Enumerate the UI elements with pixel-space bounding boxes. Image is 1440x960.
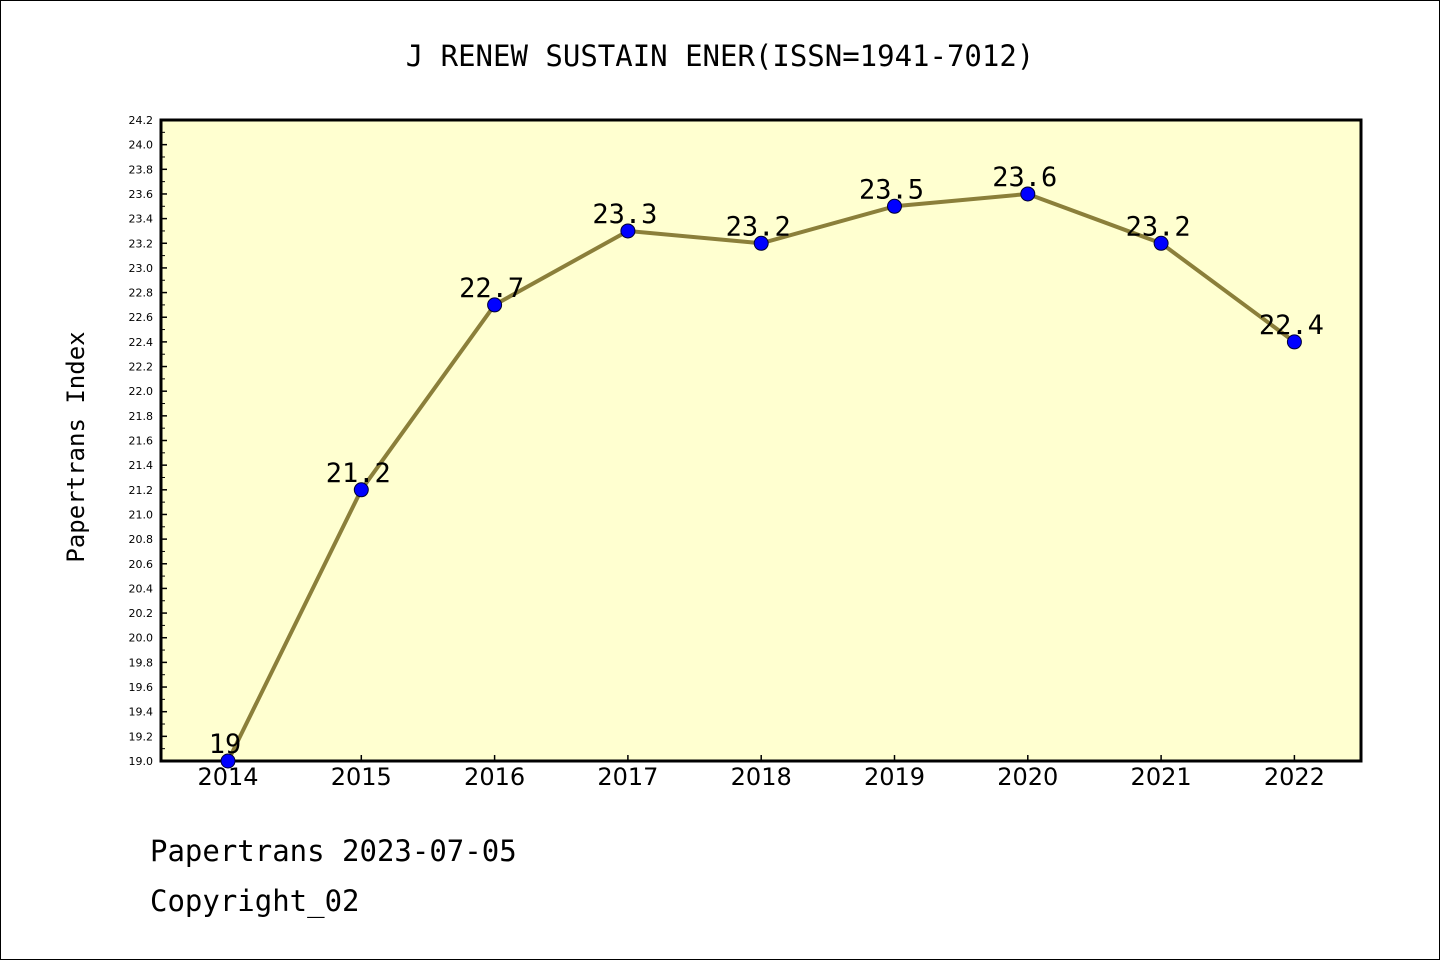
x-tick-label: 2019 [864, 763, 925, 791]
y-tick-label: 21.8 [129, 410, 154, 423]
data-label: 23.5 [859, 174, 924, 205]
x-tick-label: 2018 [731, 763, 792, 791]
y-tick-label: 22.8 [129, 287, 154, 300]
y-tick-label: 22.4 [129, 336, 154, 349]
y-tick-label: 23.8 [129, 163, 154, 176]
y-tick-label: 23.4 [129, 213, 154, 226]
plot-area [159, 118, 1363, 763]
data-label: 23.2 [1126, 211, 1191, 242]
data-point-marker [753, 235, 769, 251]
y-tick-label: 20.4 [129, 582, 154, 595]
data-label: 23.2 [726, 211, 791, 242]
data-point-marker [487, 297, 503, 313]
data-point-marker [353, 482, 369, 498]
y-tick-label: 19.4 [129, 706, 154, 719]
y-tick-label: 22.2 [129, 361, 154, 374]
y-tick-label: 19.0 [129, 755, 154, 768]
y-tick-label: 19.2 [129, 730, 154, 743]
y-tick-label: 21.4 [129, 459, 154, 472]
y-tick-label: 20.6 [129, 558, 154, 571]
data-point-marker [887, 198, 902, 214]
x-tick-label: 2016 [464, 763, 525, 791]
y-tick-label: 20.8 [129, 533, 154, 546]
y-tick-label: 19.6 [129, 681, 154, 694]
y-tick-label: 20.0 [129, 632, 154, 645]
y-tick-label: 21.6 [129, 435, 154, 448]
y-tick-label: 20.2 [129, 607, 154, 620]
y-tick-label: 24.2 [129, 114, 154, 127]
data-label: 21.2 [326, 458, 391, 489]
data-label: 19 [209, 729, 242, 760]
y-tick-label: 21.2 [129, 484, 154, 497]
y-axis: 19.0 19.2 19.4 19.6 19.8 20.0 20.2 20.4 20.6 20.8… [129, 114, 167, 768]
x-tick-label: 2015 [331, 763, 392, 791]
data-point-marker [1020, 186, 1036, 202]
y-axis-label: Papertrans Index [62, 331, 90, 562]
data-label: 23.6 [992, 162, 1057, 193]
footer-date: Papertrans 2023-07-05 [150, 834, 517, 868]
y-tick-label: 22.6 [129, 311, 154, 324]
data-labels: 19 21.2 22.7 23.3 23.2 23.5 23.6 23.2 22.4 [209, 162, 1324, 760]
x-tick-label: 2017 [597, 763, 658, 791]
x-axis: 2014 2015 2016 2017 2018 2019 2020 2021 2022 [197, 755, 1325, 791]
y-tick-label: 23.6 [129, 188, 154, 201]
y-tick-label: 23.0 [129, 262, 154, 275]
data-label: 23.3 [592, 199, 657, 230]
data-point-marker [220, 753, 236, 769]
data-label: 22.7 [459, 273, 524, 304]
data-point-marker [1153, 235, 1169, 251]
y-tick-label: 23.2 [129, 237, 154, 250]
y-tick-label: 21.0 [129, 508, 154, 521]
chart-title: J RENEW SUSTAIN ENER(ISSN=1941-7012) [406, 39, 1035, 73]
y-tick-label: 24.0 [129, 139, 154, 152]
data-label: 22.4 [1259, 310, 1324, 341]
x-tick-label: 2022 [1264, 763, 1325, 791]
y-tick-label: 19.8 [129, 656, 154, 669]
data-point-marker [620, 223, 636, 239]
series-line-group [220, 186, 1302, 769]
footer-copyright: Copyright_02 [150, 884, 360, 918]
x-tick-label: 2021 [1131, 763, 1192, 791]
data-point-marker [1286, 334, 1302, 350]
x-tick-label: 2020 [997, 763, 1058, 791]
y-tick-label: 22.0 [129, 385, 154, 398]
